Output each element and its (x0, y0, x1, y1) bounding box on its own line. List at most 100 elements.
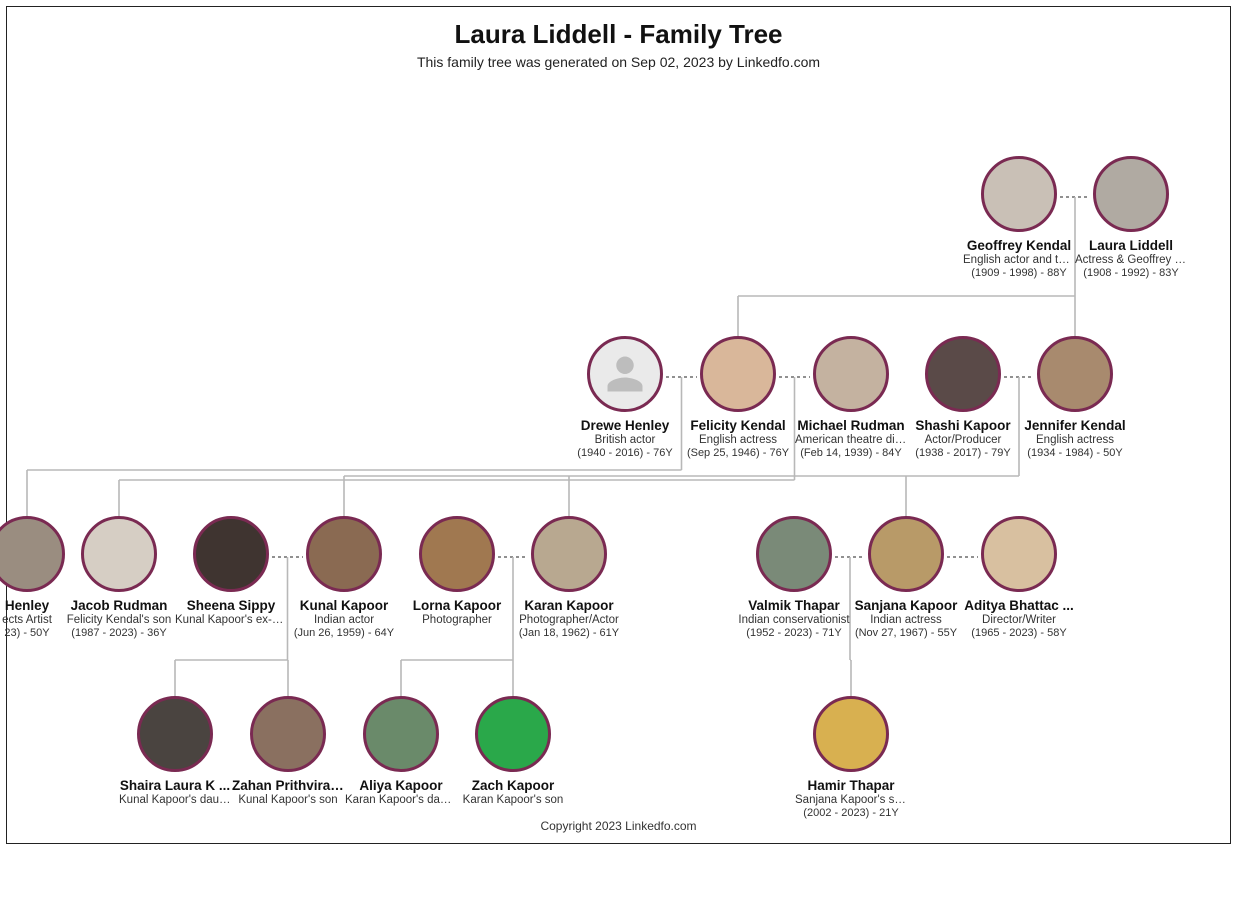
avatar (925, 336, 1001, 412)
person-dates: (1987 - 2023) - 36Y (63, 627, 175, 639)
person-name: Drewe Henley (569, 418, 681, 433)
person-role: English actress (1019, 434, 1131, 446)
copyright: Copyright 2023 Linkedfo.com (7, 819, 1230, 833)
person-name: Aliya Kapoor (345, 778, 457, 793)
avatar (137, 696, 213, 772)
person-role: Photographer/Actor (513, 614, 625, 626)
person-dates: (1952 - 2023) - 71Y (738, 627, 850, 639)
person-role: Indian actor (288, 614, 400, 626)
frame: Laura Liddell - Family Tree This family … (6, 6, 1231, 844)
person-placeholder-icon (604, 353, 646, 395)
person-role: British actor (569, 434, 681, 446)
avatar (756, 516, 832, 592)
person-node[interactable]: Sheena SippyKunal Kapoor's ex-wife (175, 516, 287, 626)
person-node[interactable]: Sanjana KapoorIndian actress(Nov 27, 196… (850, 516, 962, 639)
person-name: Valmik Thapar (738, 598, 850, 613)
person-dates: (1934 - 1984) - 50Y (1019, 447, 1131, 459)
person-role: Sanjana Kapoor's son (795, 794, 907, 806)
page-title: Laura Liddell - Family Tree (7, 19, 1230, 50)
person-role: Kunal Kapoor's daughter (119, 794, 231, 806)
person-dates: (Sep 25, 1946) - 76Y (682, 447, 794, 459)
person-name: Felicity Kendal (682, 418, 794, 433)
person-role: Karan Kapoor's daughter (345, 794, 457, 806)
person-role: English actress (682, 434, 794, 446)
person-name: Kunal Kapoor (288, 598, 400, 613)
person-name: Lorna Kapoor (401, 598, 513, 613)
person-dates: (Jan 18, 1962) - 61Y (513, 627, 625, 639)
person-name: Laura Liddell (1075, 238, 1187, 253)
person-node[interactable]: Michael RudmanAmerican theatre director(… (795, 336, 907, 459)
person-name: Sheena Sippy (175, 598, 287, 613)
person-role: Kunal Kapoor's ex-wife (175, 614, 287, 626)
person-dates: (1940 - 2016) - 76Y (569, 447, 681, 459)
person-role: Actress & Geoffrey Kendal's wife (1075, 254, 1187, 266)
person-role: English actor and theatre director (963, 254, 1075, 266)
avatar (475, 696, 551, 772)
person-name: Zach Kapoor (457, 778, 569, 793)
person-role: Photographer (401, 614, 513, 626)
person-dates: (1908 - 1992) - 83Y (1075, 267, 1187, 279)
person-node[interactable]: Aditya Bhattac ...Director/Writer(1965 -… (963, 516, 1075, 639)
person-dates: (Nov 27, 1967) - 55Y (850, 627, 962, 639)
avatar (419, 516, 495, 592)
person-role: American theatre director (795, 434, 907, 446)
person-name: Shaira Laura K ... (119, 778, 231, 793)
person-dates: (2002 - 2023) - 21Y (795, 807, 907, 819)
person-name: Jennifer Kendal (1019, 418, 1131, 433)
avatar (363, 696, 439, 772)
person-dates: (1965 - 2023) - 58Y (963, 627, 1075, 639)
person-name: Hamir Thapar (795, 778, 907, 793)
person-name: Geoffrey Kendal (963, 238, 1075, 253)
person-role: Director/Writer (963, 614, 1075, 626)
person-dates: (Jun 26, 1959) - 64Y (288, 627, 400, 639)
avatar (813, 696, 889, 772)
person-dates: (1938 - 2017) - 79Y (907, 447, 1019, 459)
person-role: Actor/Producer (907, 434, 1019, 446)
avatar (981, 516, 1057, 592)
person-node[interactable]: Felicity KendalEnglish actress(Sep 25, 1… (682, 336, 794, 459)
person-node[interactable]: Zach KapoorKaran Kapoor's son (457, 696, 569, 806)
person-role: Karan Kapoor's son (457, 794, 569, 806)
avatar (981, 156, 1057, 232)
person-name: Zahan Prithvira ... (232, 778, 344, 793)
person-role: Felicity Kendal's son (63, 614, 175, 626)
person-name: Karan Kapoor (513, 598, 625, 613)
avatar (81, 516, 157, 592)
avatar (531, 516, 607, 592)
avatar (306, 516, 382, 592)
person-name: Shashi Kapoor (907, 418, 1019, 433)
person-node[interactable]: Shaira Laura K ...Kunal Kapoor's daughte… (119, 696, 231, 806)
avatar (250, 696, 326, 772)
avatar (1093, 156, 1169, 232)
avatar (1037, 336, 1113, 412)
person-node[interactable]: Shashi KapoorActor/Producer(1938 - 2017)… (907, 336, 1019, 459)
person-name: Jacob Rudman (63, 598, 175, 613)
avatar (0, 516, 65, 592)
person-role: Indian conservationist (738, 614, 850, 626)
person-name: Sanjana Kapoor (850, 598, 962, 613)
tree-canvas: Geoffrey KendalEnglish actor and theatre… (7, 70, 1230, 906)
person-node[interactable]: Karan KapoorPhotographer/Actor(Jan 18, 1… (513, 516, 625, 639)
avatar (193, 516, 269, 592)
avatar (700, 336, 776, 412)
avatar (868, 516, 944, 592)
person-node[interactable]: Kunal KapoorIndian actor(Jun 26, 1959) -… (288, 516, 400, 639)
person-node[interactable]: Jennifer KendalEnglish actress(1934 - 19… (1019, 336, 1131, 459)
person-node[interactable]: Geoffrey KendalEnglish actor and theatre… (963, 156, 1075, 279)
header: Laura Liddell - Family Tree This family … (7, 7, 1230, 70)
person-node[interactable]: Lorna KapoorPhotographer (401, 516, 513, 626)
person-node[interactable]: Valmik ThaparIndian conservationist(1952… (738, 516, 850, 639)
person-node[interactable]: Jacob RudmanFelicity Kendal's son(1987 -… (63, 516, 175, 639)
person-name: Michael Rudman (795, 418, 907, 433)
person-role: Kunal Kapoor's son (232, 794, 344, 806)
avatar (587, 336, 663, 412)
person-node[interactable]: Laura LiddellActress & Geoffrey Kendal's… (1075, 156, 1187, 279)
person-dates: (1909 - 1998) - 88Y (963, 267, 1075, 279)
person-node[interactable]: Drewe HenleyBritish actor(1940 - 2016) -… (569, 336, 681, 459)
person-role: Indian actress (850, 614, 962, 626)
person-node[interactable]: Hamir ThaparSanjana Kapoor's son(2002 - … (795, 696, 907, 819)
person-node[interactable]: Zahan Prithvira ...Kunal Kapoor's son (232, 696, 344, 806)
avatar (813, 336, 889, 412)
person-node[interactable]: Aliya KapoorKaran Kapoor's daughter (345, 696, 457, 806)
person-dates: (Feb 14, 1939) - 84Y (795, 447, 907, 459)
